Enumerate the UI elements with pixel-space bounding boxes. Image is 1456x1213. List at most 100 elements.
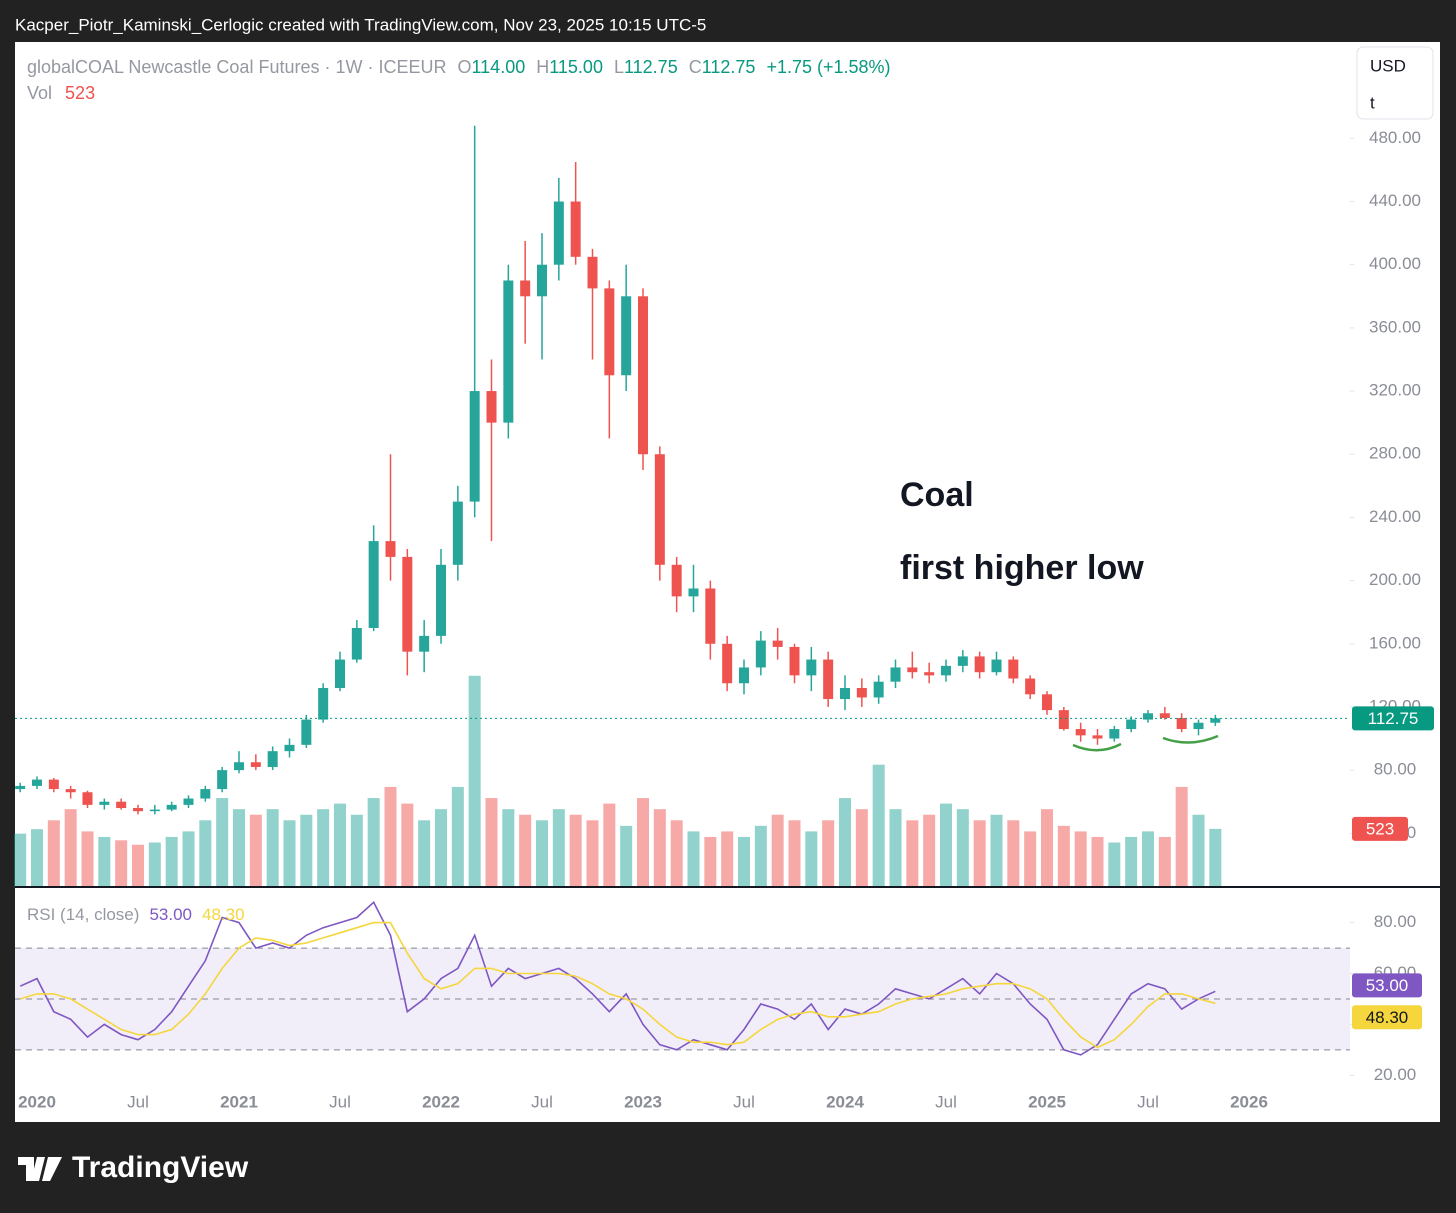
candle-body [183, 798, 194, 805]
x-tick-label: 2022 [422, 1092, 460, 1111]
volume-bar [47, 820, 60, 887]
x-tick-label: 2024 [826, 1092, 864, 1111]
candle-body [419, 635, 430, 652]
candle-body [873, 681, 884, 698]
volume-bar [435, 809, 447, 887]
volume-bar [1175, 786, 1188, 887]
candle-body [587, 256, 598, 289]
volume-bar [300, 814, 313, 887]
c-value: 112.75 [702, 57, 756, 77]
volume-bar [670, 820, 683, 887]
candle-body [570, 201, 581, 257]
candle-body [671, 564, 682, 597]
candle-body [217, 770, 228, 790]
candle-body [991, 659, 1002, 673]
candle-body [856, 687, 867, 698]
candle-body [1058, 710, 1069, 730]
candle-body [65, 789, 76, 793]
volume-bar [98, 836, 111, 887]
y-tick-label: 240.00 [1369, 507, 1421, 526]
candle-body [1176, 718, 1187, 730]
candle-body [48, 779, 59, 790]
candle-body [941, 665, 951, 676]
candle-body [604, 288, 615, 376]
low-arc [1072, 742, 1122, 752]
y-tick-label: 280.00 [1369, 444, 1421, 463]
candle-body [1109, 729, 1120, 739]
volume-bar [822, 820, 835, 887]
x-tick-label: Jul [127, 1092, 149, 1111]
candle-body [638, 296, 648, 455]
volume-bar [1142, 831, 1154, 887]
candle-body [368, 541, 379, 628]
y-tick-label: 80.00 [1374, 760, 1417, 779]
volume-bar [1024, 831, 1037, 887]
volume-bar [738, 836, 750, 887]
candle-body [452, 501, 463, 565]
candle-body [654, 454, 665, 565]
candle-body [907, 667, 918, 673]
candle-body [469, 391, 480, 502]
x-tick-label: 2025 [1028, 1092, 1066, 1111]
volume-bar [64, 809, 77, 887]
volume-bar [855, 809, 868, 887]
candle-body [166, 804, 177, 810]
x-tick-label: Jul [733, 1092, 755, 1111]
volume-bar [199, 820, 212, 887]
volume-bar [1125, 836, 1138, 887]
rsi-legend-part: 48.30 [202, 905, 245, 924]
volume-bar [249, 814, 262, 887]
candle-body [537, 264, 547, 297]
volume-bar [687, 831, 700, 887]
volume-bar [940, 803, 952, 887]
legend: globalCOAL Newcastle Coal Futures · 1W ·… [27, 57, 891, 77]
candle-body [957, 656, 968, 666]
volume-badge [1352, 816, 1408, 841]
candle-body [1159, 713, 1170, 718]
candle-body [621, 296, 632, 376]
x-tick-label: Jul [1137, 1092, 1159, 1111]
volume-bar [653, 809, 666, 887]
volume-bar [637, 798, 649, 887]
h-value: 115.00 [549, 57, 603, 77]
candle-body [1025, 678, 1036, 695]
candle-body [772, 640, 783, 647]
y-tick-label: 440.00 [1369, 191, 1421, 210]
candle-body [924, 672, 935, 676]
x-tick-label: 2021 [220, 1092, 258, 1111]
rsi-tick-label: 80.00 [1374, 912, 1417, 931]
volume-bar [788, 820, 801, 887]
x-tick-label: 2023 [624, 1092, 662, 1111]
volume-bar [266, 809, 279, 887]
candle-body [284, 744, 295, 752]
candle-body [520, 280, 531, 297]
low-arc [1162, 734, 1219, 744]
volume-bar [317, 809, 330, 887]
candle-body [436, 564, 446, 636]
l-value: 112.75 [624, 57, 678, 77]
volume-bar [923, 814, 936, 887]
candle-body [82, 792, 93, 805]
candle-body [335, 659, 345, 688]
rsi-badge-label: 48.30 [1366, 1008, 1409, 1027]
volume-bar [115, 840, 128, 887]
candle-body [974, 656, 985, 673]
volume-bar [889, 809, 902, 887]
last-price-label: 112.75 [1368, 709, 1419, 728]
volume-bar [906, 820, 919, 887]
last-price-badge [1352, 706, 1434, 731]
volume-bar [334, 803, 346, 887]
plot: 40.0080.00120.00160.00200.00240.00280.00… [14, 125, 1434, 1111]
x-tick-label: 2026 [1230, 1092, 1268, 1111]
candle-body [116, 801, 127, 809]
volume-bar [1074, 831, 1087, 887]
volume-bar [973, 820, 986, 887]
unit-box[interactable] [1356, 46, 1434, 120]
volume-bar [1108, 842, 1121, 887]
candle-body [250, 762, 261, 767]
volume-bar [283, 820, 296, 887]
y-tick-label: 400.00 [1369, 254, 1421, 273]
unit: t [1370, 93, 1375, 112]
candle-body [1075, 729, 1086, 736]
volume-label: 523 [1366, 819, 1394, 838]
